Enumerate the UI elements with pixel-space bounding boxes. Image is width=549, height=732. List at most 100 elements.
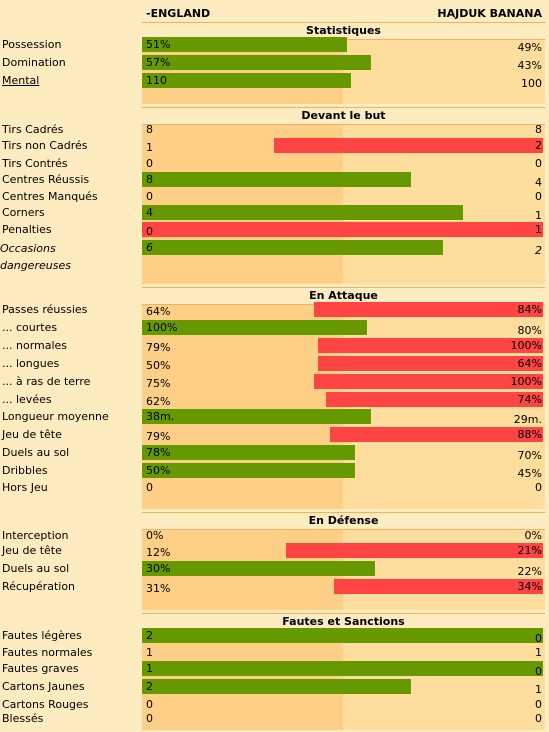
away-value: 21% bbox=[517, 544, 542, 557]
stat-label: Duels au sol bbox=[2, 446, 70, 459]
away-value: 29m. bbox=[513, 413, 542, 426]
home-bar bbox=[142, 205, 463, 220]
home-bar bbox=[142, 445, 355, 460]
stat-label: Jeu de tête bbox=[2, 544, 62, 557]
away-value: 43% bbox=[517, 59, 542, 72]
stat-label: ... normales bbox=[2, 339, 68, 352]
stat-label: Cartons Jaunes bbox=[2, 680, 85, 693]
stat-label: Interception bbox=[2, 529, 69, 542]
home-bar bbox=[142, 628, 543, 643]
stat-label: Penalties bbox=[2, 223, 52, 236]
away-value: 2 bbox=[535, 139, 542, 152]
stat-label: ... à ras de terre bbox=[2, 375, 91, 388]
home-value: 8 bbox=[146, 123, 153, 136]
home-bar bbox=[142, 561, 375, 576]
home-bar bbox=[142, 37, 347, 52]
home-bar bbox=[142, 55, 371, 70]
section-title: Devant le but bbox=[142, 107, 545, 125]
stat-label: Mental bbox=[2, 74, 40, 87]
home-bar bbox=[142, 409, 371, 424]
home-value: 75% bbox=[146, 377, 171, 390]
home-value: 30% bbox=[146, 562, 171, 575]
away-value: 0 bbox=[535, 157, 542, 170]
home-value: 110 bbox=[146, 74, 167, 87]
home-bar bbox=[142, 172, 411, 187]
stat-label: Blessés bbox=[2, 712, 44, 725]
home-value: 50% bbox=[146, 464, 171, 477]
away-value: 100% bbox=[510, 339, 542, 352]
home-value: 0 bbox=[146, 712, 153, 725]
home-value: 0 bbox=[146, 190, 153, 203]
away-bar bbox=[326, 392, 543, 407]
home-value: 8 bbox=[146, 173, 153, 186]
home-value: 1 bbox=[146, 141, 153, 154]
away-value: 80% bbox=[517, 324, 542, 337]
home-bar bbox=[142, 240, 443, 255]
home-value: 1 bbox=[146, 662, 153, 675]
stat-label: Domination bbox=[2, 56, 66, 69]
away-bar bbox=[318, 356, 543, 371]
stat-label: Fautes graves bbox=[2, 662, 79, 675]
stat-label: Longueur moyenne bbox=[2, 410, 109, 423]
home-value: 51% bbox=[146, 38, 171, 51]
away-value: 22% bbox=[517, 565, 542, 578]
home-value: 62% bbox=[146, 395, 171, 408]
home-value: 12% bbox=[146, 546, 171, 559]
home-bar bbox=[142, 73, 351, 88]
stat-label: ... courtes bbox=[2, 321, 58, 334]
stat-label: Dribbles bbox=[2, 464, 48, 477]
stat-label: Récupération bbox=[2, 580, 76, 593]
away-bar bbox=[330, 427, 543, 442]
home-value: 79% bbox=[146, 341, 171, 354]
home-value: 0% bbox=[146, 529, 164, 542]
away-team-name: HAJDUK BANANA bbox=[437, 7, 542, 20]
away-value: 1 bbox=[535, 223, 542, 236]
stat-label: Jeu de tête bbox=[2, 428, 62, 441]
home-value: 50% bbox=[146, 359, 171, 372]
home-value: 0 bbox=[146, 157, 153, 170]
home-value: 2 bbox=[146, 680, 153, 693]
stat-label: ... levées bbox=[2, 393, 52, 406]
home-value: 31% bbox=[146, 582, 171, 595]
away-value: 0% bbox=[524, 529, 542, 542]
home-value: 38m. bbox=[146, 410, 175, 423]
away-value: 4 bbox=[535, 176, 542, 189]
away-value: 8 bbox=[535, 123, 542, 136]
home-value: 1 bbox=[146, 646, 153, 659]
away-value: 49% bbox=[517, 41, 542, 54]
stat-label: Occasions dangereuses bbox=[0, 242, 71, 272]
away-value: 0 bbox=[535, 190, 542, 203]
away-value: 64% bbox=[517, 357, 542, 370]
home-value: 4 bbox=[146, 206, 153, 219]
away-value: 1 bbox=[535, 209, 542, 222]
home-value: 0 bbox=[146, 698, 153, 711]
away-value: 84% bbox=[517, 303, 542, 316]
away-value: 70% bbox=[517, 449, 542, 462]
stat-label: Duels au sol bbox=[2, 562, 70, 575]
stat-label: Fautes normales bbox=[2, 646, 93, 659]
stat-label: Tirs non Cadrés bbox=[2, 139, 88, 152]
away-value: 74% bbox=[517, 393, 542, 406]
stat-label: Fautes légères bbox=[2, 629, 82, 642]
away-bar bbox=[142, 222, 543, 237]
stat-label: Centres Réussis bbox=[2, 173, 90, 186]
away-value: 0 bbox=[535, 481, 542, 494]
home-value: 79% bbox=[146, 430, 171, 443]
away-bar bbox=[314, 302, 543, 317]
away-bar bbox=[314, 374, 543, 389]
home-value: 57% bbox=[146, 56, 171, 69]
section-title: En Défense bbox=[142, 512, 545, 530]
stat-label: ... longues bbox=[2, 357, 60, 370]
away-value: 0 bbox=[535, 712, 542, 725]
away-bar bbox=[274, 138, 543, 153]
away-value: 100% bbox=[510, 375, 542, 388]
home-value: 2 bbox=[146, 629, 153, 642]
away-value: 88% bbox=[517, 428, 542, 441]
home-value: 78% bbox=[146, 446, 171, 459]
home-value: 0 bbox=[146, 225, 153, 238]
home-value: 100% bbox=[146, 321, 178, 334]
home-bar bbox=[142, 661, 543, 676]
stat-label: Corners bbox=[2, 206, 45, 219]
away-bar bbox=[286, 543, 543, 558]
